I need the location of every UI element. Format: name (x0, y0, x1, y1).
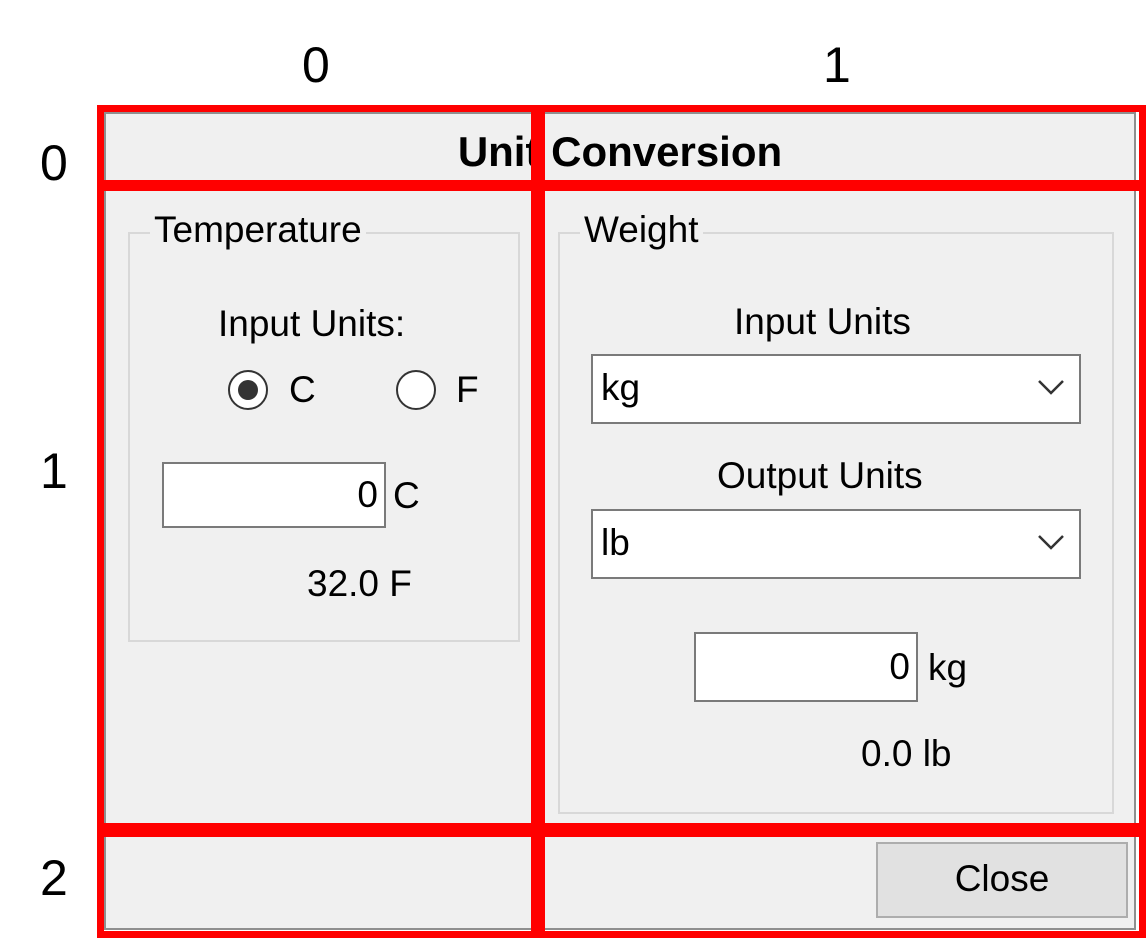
temperature-result: 32.0 F (307, 563, 412, 604)
row-index-label: 0 (40, 135, 68, 191)
weight-output-units-dropdown[interactable]: lb (591, 509, 1081, 579)
weight-output-units-label: Output Units (717, 455, 923, 496)
row-index-label: 1 (40, 443, 68, 499)
weight-input-field[interactable]: 0 (694, 632, 918, 702)
chevron-down-icon (1038, 380, 1064, 395)
column-index-label: 0 (302, 37, 330, 93)
weight-input-units-label: Input Units (734, 301, 911, 342)
radio-fahrenheit[interactable] (396, 370, 436, 410)
weight-result: 0.0 lb (861, 733, 952, 774)
weight-output-units-value: lb (601, 522, 630, 563)
radio-fahrenheit-label[interactable]: F (456, 369, 479, 410)
radio-celsius[interactable] (228, 370, 268, 410)
weight-input-unit-label: kg (928, 647, 968, 688)
weight-group-label: Weight (580, 208, 703, 252)
temperature-input-field[interactable]: 0 (162, 462, 386, 528)
column-index-label: 1 (823, 37, 851, 93)
weight-input-units-value: kg (601, 367, 641, 408)
weight-input-units-dropdown[interactable]: kg (591, 354, 1081, 424)
temperature-input-unit-label: C (393, 475, 420, 516)
radio-celsius-label[interactable]: C (289, 369, 316, 410)
radio-selected-dot-icon (238, 380, 258, 400)
temperature-input-units-label: Input Units: (218, 303, 406, 344)
temperature-group-label: Temperature (150, 208, 366, 252)
weight-groupbox (558, 232, 1114, 814)
chevron-down-icon (1038, 535, 1064, 550)
window-title: Unit Conversion (457, 128, 783, 175)
row-index-label: 2 (40, 850, 68, 906)
close-button[interactable]: Close (876, 842, 1128, 918)
